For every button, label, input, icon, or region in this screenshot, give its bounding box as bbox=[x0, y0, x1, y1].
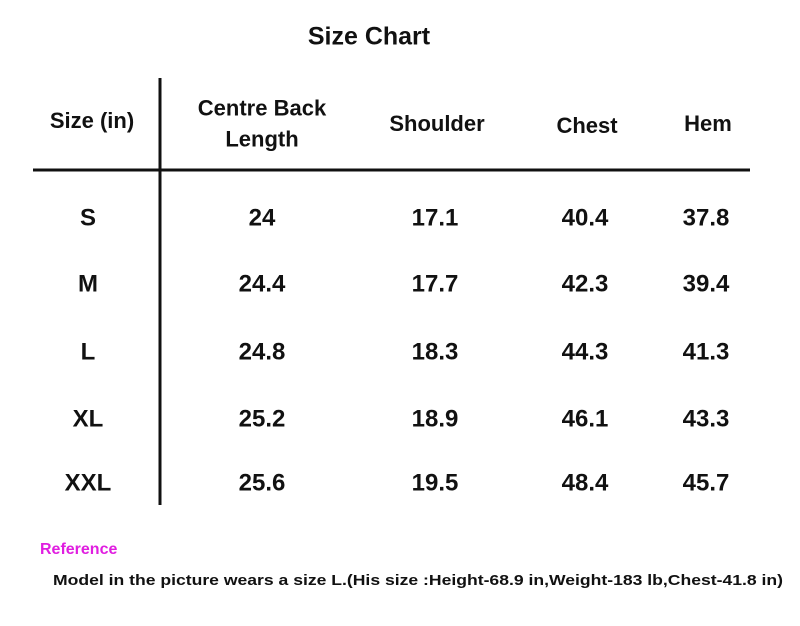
measurement: 46.1 bbox=[562, 405, 609, 432]
measurement: 45.7 bbox=[683, 469, 730, 496]
measurement: 40.4 bbox=[562, 204, 609, 231]
measurement: 44.3 bbox=[562, 338, 609, 365]
size-label: M bbox=[78, 270, 98, 297]
title: Size Chart bbox=[308, 23, 431, 51]
reference-note: Model in the picture wears a size L.(His… bbox=[53, 572, 783, 589]
measurement: 48.4 bbox=[562, 469, 609, 496]
measurement: 25.2 bbox=[239, 405, 286, 432]
column-header: Centre Back bbox=[198, 95, 327, 120]
size-label: S bbox=[80, 204, 96, 231]
measurement: 24.4 bbox=[239, 270, 286, 297]
measurement: 43.3 bbox=[683, 405, 730, 432]
measurement: 37.8 bbox=[683, 204, 730, 231]
size-label: XXL bbox=[65, 469, 112, 496]
column-header: Hem bbox=[684, 111, 732, 136]
column-header: Size (in) bbox=[50, 108, 134, 133]
measurement: 41.3 bbox=[683, 338, 730, 365]
measurement: 24.8 bbox=[239, 338, 286, 365]
size-label: XL bbox=[73, 405, 104, 432]
column-header: Chest bbox=[556, 113, 618, 138]
measurement: 25.6 bbox=[239, 469, 286, 496]
measurement: 19.5 bbox=[412, 469, 459, 496]
measurement: 24 bbox=[249, 204, 276, 231]
measurement: 42.3 bbox=[562, 270, 609, 297]
measurement: 17.1 bbox=[412, 204, 459, 231]
measurement: 18.3 bbox=[412, 338, 459, 365]
size-label: L bbox=[81, 338, 96, 365]
column-header: Length bbox=[225, 126, 298, 151]
measurement: 39.4 bbox=[683, 270, 730, 297]
reference-label: Reference bbox=[40, 541, 117, 558]
column-header: Shoulder bbox=[389, 111, 485, 136]
measurement: 17.7 bbox=[412, 270, 459, 297]
measurement: 18.9 bbox=[412, 405, 459, 432]
